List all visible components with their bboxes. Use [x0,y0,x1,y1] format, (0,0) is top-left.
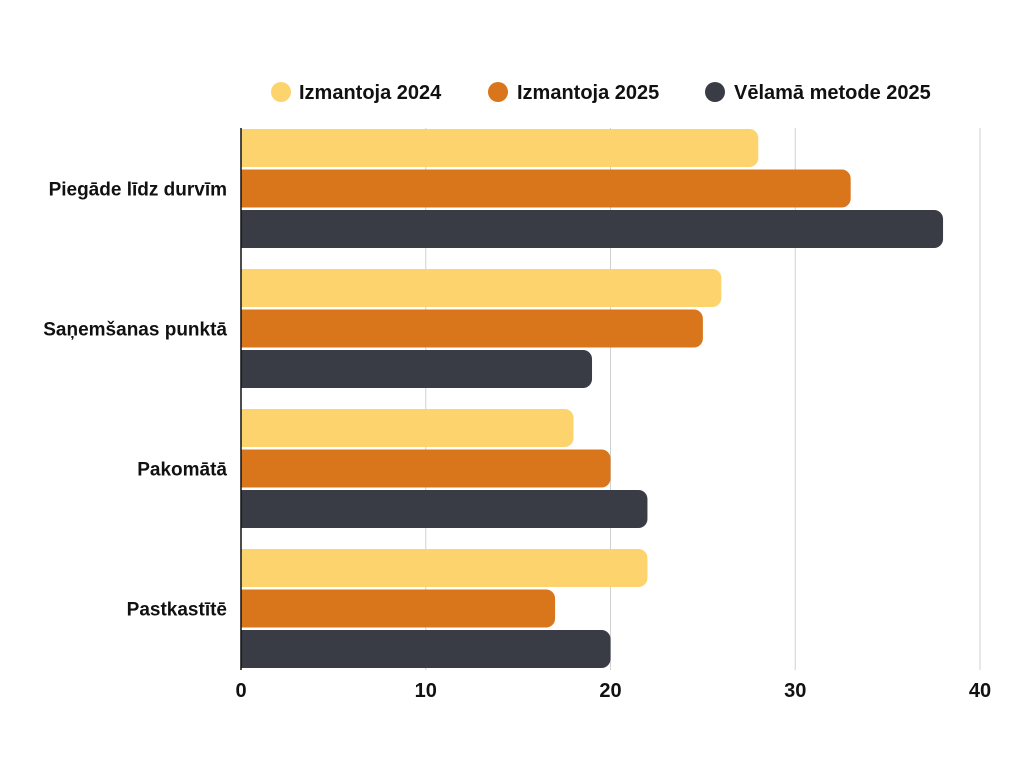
bar-2-1 [241,169,851,208]
bar-1-1 [241,129,759,167]
category-label: Pakomātā [137,460,227,481]
category-label: Pastkastītē [127,600,227,621]
legend-label-1: Izmantoja 2024 [299,82,442,104]
legend-marker-3 [705,82,725,102]
category-label: Piegāde līdz durvīm [49,180,227,201]
category-label: Saņemšanas punktā [43,320,227,341]
x-tick-label: 10 [415,680,437,702]
bar-2-3 [241,449,611,488]
grid-layer [425,128,981,670]
bar-1-3 [241,409,574,447]
bar-3-3 [241,490,648,528]
x-tick-label: 0 [235,680,246,702]
bar-1-2 [241,269,722,307]
bar-2-2 [241,309,703,348]
legend: Izmantoja 2024 Izmantoja 2025 Vēlamā metod… [271,82,931,104]
legend-marker-1 [271,82,291,102]
x-tick-label: 30 [784,680,806,702]
legend-marker-2 [488,82,508,102]
labels-layer: 0 10 20 30 40 Piegāde līdz durvīm Saņemšanas p… [43,180,991,703]
bar-1-4 [241,549,648,587]
bar-3-2 [241,350,593,388]
bar-2-4 [241,589,556,628]
bars-layer [241,129,944,668]
x-tick-label: 40 [969,680,991,702]
legend-label-3: Vēlamā metode 2025 [734,82,931,104]
bar-3-1 [241,210,944,248]
x-tick-label: 20 [599,680,621,702]
legend-label-2: Izmantoja 2025 [517,82,659,104]
bar-3-4 [241,630,611,668]
